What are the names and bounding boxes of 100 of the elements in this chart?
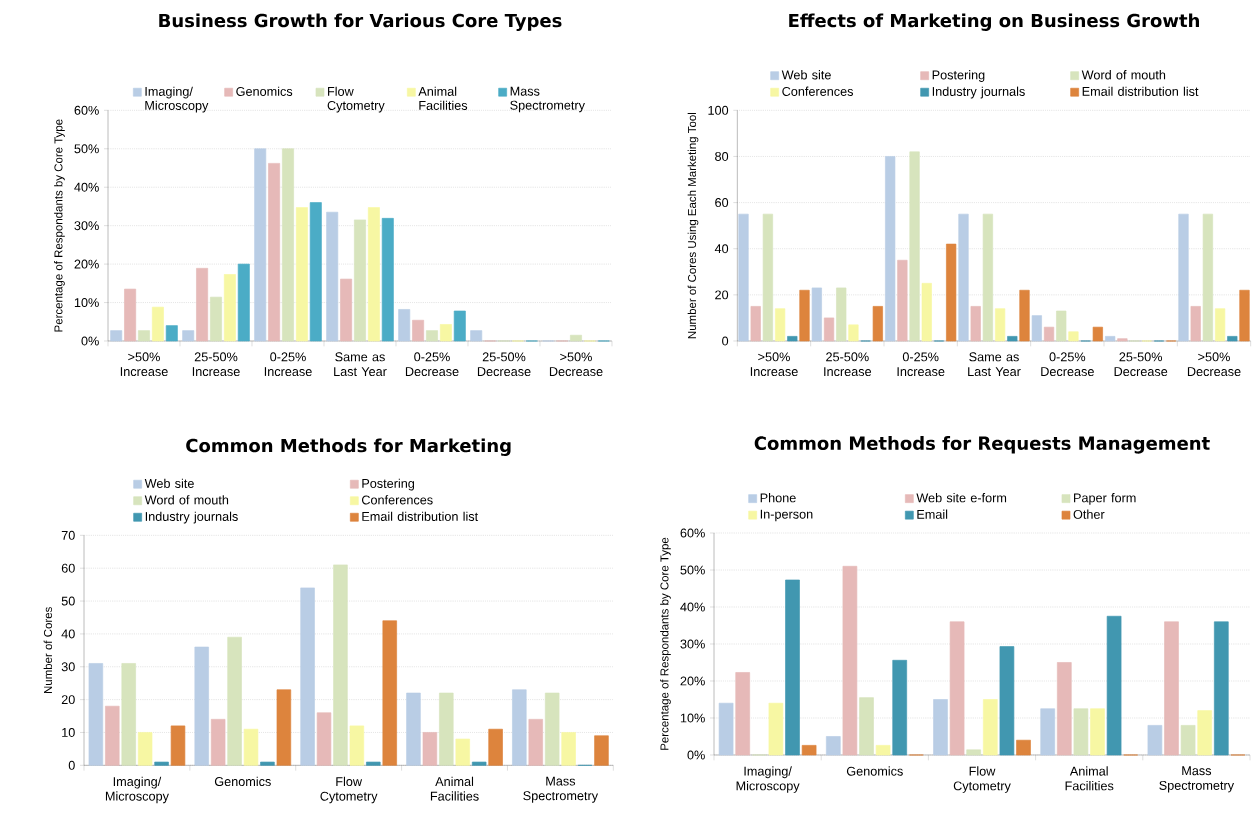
bar [801, 745, 817, 756]
bar [735, 672, 751, 756]
bar [775, 308, 786, 342]
bar [897, 259, 908, 342]
bar [223, 274, 236, 342]
bar [1190, 306, 1201, 342]
y-tick-label: 10% [680, 713, 705, 723]
bar [982, 213, 994, 342]
bar [1202, 213, 1214, 342]
bar [799, 289, 810, 342]
y-tick-label: 20% [680, 676, 705, 686]
legend-label: Paper form [1074, 493, 1136, 505]
y-tick-label: 80 [715, 151, 729, 161]
y-tick-label: 50% [680, 565, 705, 575]
legend-label: Email distribution list [1082, 86, 1199, 96]
chart-title: Common Methods for Requests Management [754, 436, 1210, 454]
bar [1214, 621, 1229, 756]
x-tick-label: Animal Facilities [1065, 766, 1114, 791]
x-tick-label: 0-25% Decrease [1041, 352, 1094, 377]
chart-title: Common Methods for Marketing [186, 438, 511, 456]
x-tick-label: >50% Decrease [549, 352, 603, 377]
bar [785, 579, 800, 756]
bar [326, 211, 339, 342]
y-tick-label: 0 [68, 760, 75, 770]
y-tick-label: 40 [61, 629, 75, 639]
bar [422, 732, 438, 766]
x-tick-label: 0-25% Decrease [405, 352, 459, 377]
bar [994, 308, 1006, 342]
y-tick-label: 10% [74, 298, 99, 308]
legend-label: Other [1073, 509, 1105, 519]
bar [512, 689, 527, 766]
x-tick-label: Flow Cytometry [953, 766, 1011, 793]
bar [1090, 708, 1105, 756]
bar [170, 725, 186, 766]
bar [1214, 308, 1226, 342]
bar [958, 213, 969, 342]
bar [237, 263, 250, 342]
x-tick-label: Imaging/ Microscopy [736, 766, 800, 793]
x-tick-label: 0-25% Increase [897, 352, 945, 377]
bar [1106, 615, 1122, 756]
bar [1105, 336, 1116, 342]
y-tick-label: 40% [74, 182, 99, 192]
bar [1031, 315, 1042, 342]
bar [439, 324, 452, 342]
y-tick-label: 30 [61, 662, 75, 672]
y-tick-label: 60% [74, 105, 99, 115]
bar [1092, 326, 1103, 342]
bar [316, 712, 332, 766]
bar [439, 692, 454, 766]
legend-label: Web site [144, 478, 194, 488]
bar [921, 282, 932, 342]
legend-label: Conferences [361, 495, 433, 505]
bar [210, 719, 226, 766]
chart-title: Business Growth for Various Core Types [159, 13, 562, 31]
bar [811, 287, 822, 342]
y-tick-label: 40 [714, 244, 729, 254]
bar [268, 163, 281, 342]
bar [933, 699, 948, 756]
bar [151, 306, 164, 342]
bar [260, 761, 275, 766]
bar [453, 310, 466, 342]
y-tick-label: 60% [680, 528, 705, 538]
bar [1239, 289, 1250, 342]
bar [354, 219, 366, 342]
bar [823, 317, 835, 342]
legend-label: Animal Facilities [418, 86, 468, 110]
bar [966, 749, 982, 756]
bar [470, 330, 483, 342]
y-axis-title: Percentage of Respondants by Core Type [660, 537, 671, 750]
bar [848, 324, 859, 342]
bar [875, 745, 891, 756]
x-tick-label: Mass Spectrometry [1159, 766, 1235, 793]
bar [1056, 310, 1067, 342]
legend-label: Phone [760, 493, 796, 503]
bar [970, 306, 981, 342]
x-tick-label: >50% Increase [750, 352, 798, 377]
x-tick-label: Same as Last Year [334, 352, 387, 377]
legend-label: Postering [932, 70, 985, 82]
bar [528, 719, 543, 766]
bar [105, 705, 120, 766]
y-tick-label: 100 [708, 105, 729, 115]
bar [138, 330, 150, 342]
x-tick-label: >50% Decrease [1187, 352, 1241, 377]
legend-label: In-person [760, 509, 813, 522]
bar [1180, 725, 1196, 756]
bar [1227, 336, 1238, 342]
bar [381, 218, 394, 342]
bar [1178, 213, 1189, 342]
legend-label: Word of mouth [1081, 70, 1166, 80]
bar [762, 213, 774, 342]
bar [121, 663, 136, 766]
bar [1073, 708, 1089, 756]
bar [295, 207, 308, 342]
bar [842, 565, 858, 756]
bar [382, 620, 397, 766]
bar [243, 728, 259, 766]
x-tick-label: Flow Cytometry [320, 776, 378, 804]
bar [1197, 710, 1213, 756]
bar [124, 288, 137, 342]
y-tick-label: 40% [680, 602, 705, 612]
